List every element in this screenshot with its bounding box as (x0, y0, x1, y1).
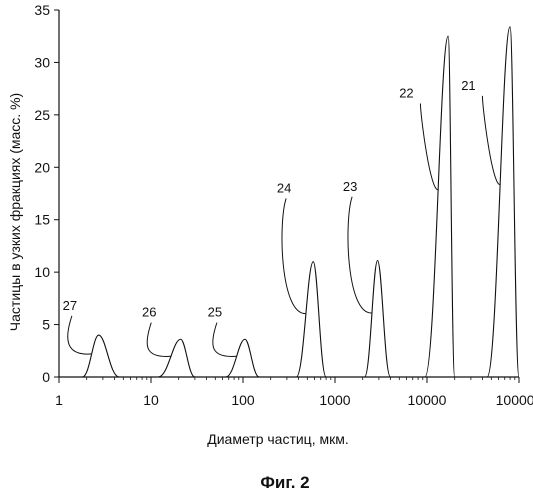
leader-line (348, 197, 372, 313)
x-tick-label: 10 (143, 392, 159, 408)
peak-label: 27 (63, 298, 77, 313)
y-axis-title: Частицы в узких фракциях (масс. %) (7, 93, 23, 331)
peak-label: 22 (399, 86, 413, 101)
peak-23 (365, 261, 391, 377)
peak-label: 23 (343, 179, 357, 194)
peak-22 (425, 36, 455, 377)
peak-label: 26 (142, 305, 156, 320)
peak-26 (158, 339, 195, 377)
leader-line (420, 104, 438, 190)
leader-line (282, 198, 306, 313)
x-tick-label: 10000 (408, 392, 447, 408)
leader-line (68, 316, 92, 354)
y-tick-label: 20 (34, 159, 50, 175)
peak-24 (296, 262, 326, 377)
leader-line (482, 96, 500, 185)
peaks (82, 27, 519, 377)
x-tick-label: 1000 (319, 392, 350, 408)
x-tick-label: 1 (55, 392, 63, 408)
x-axis-title: Диаметр частиц, мкм. (207, 431, 349, 447)
y-tick-label: 25 (34, 107, 50, 123)
y-tick-label: 10 (34, 264, 50, 280)
y-tick-label: 35 (34, 2, 50, 18)
peak-label: 25 (208, 305, 222, 320)
x-tick-label: 100 (231, 392, 255, 408)
peak-21 (487, 27, 519, 377)
axes: 1 10 100 1000 10000 100000 0 5 10 15 20 25 30 35 (34, 2, 533, 408)
peak-labels: 27 26 25 24 23 22 21 (63, 78, 501, 357)
y-tick-label: 30 (34, 54, 50, 70)
leader-line (213, 323, 237, 357)
y-tick-label: 15 (34, 212, 50, 228)
x-tick-label: 100000 (496, 392, 533, 408)
peak-27 (82, 335, 119, 377)
leader-line (147, 323, 171, 357)
peak-label: 24 (277, 180, 291, 195)
peak-25 (226, 339, 259, 377)
y-tick-label: 0 (42, 369, 50, 385)
peak-label: 21 (461, 78, 475, 93)
y-tick-label: 5 (42, 317, 50, 333)
figure-caption: Фиг. 2 (260, 473, 309, 492)
